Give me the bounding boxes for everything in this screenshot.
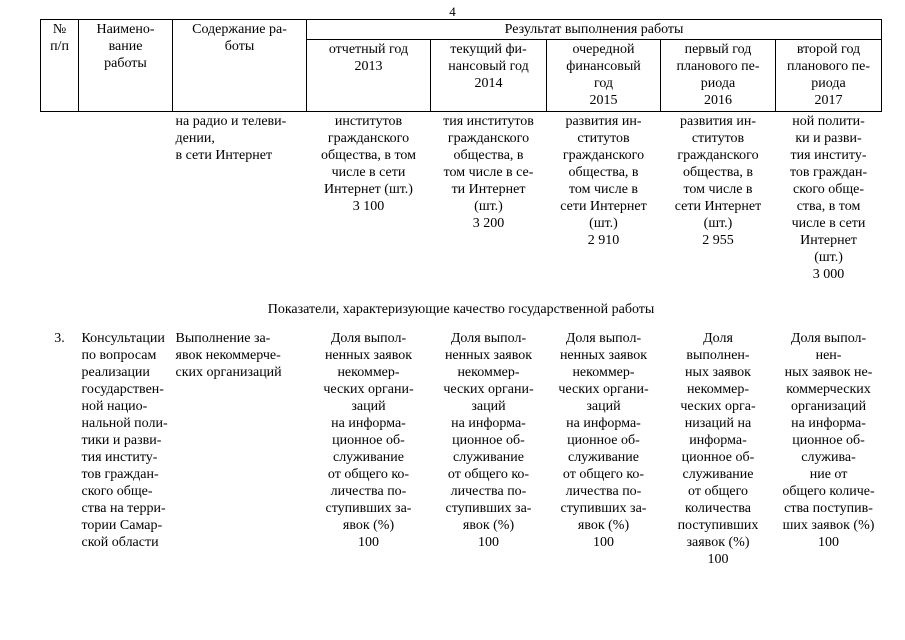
cell-2015: развития ин- ститутов гражданского общес… (560, 114, 647, 248)
table-body: на радио и телеви- дении, в сети Интерне… (41, 112, 882, 569)
cell-name: Консультации по вопросам реализации госу… (81, 330, 168, 550)
cell-2014: тия институтов гражданского общества, в … (443, 114, 534, 231)
cell-num: 3. (54, 330, 65, 346)
header-row-top: № п/п Наимено- вание работы Содержание р… (40, 19, 883, 112)
col-header-content: Содержание ра- боты (172, 19, 307, 112)
col-header-num: № п/п (40, 19, 79, 112)
section-title: Показатели, характеризующие качество гос… (267, 301, 655, 317)
cell-2013: Доля выпол- ненных заявок некоммер- ческ… (323, 330, 414, 550)
table-header: № п/п Наимено- вание работы Содержание р… (40, 19, 883, 112)
cell-2015: Доля выпол- ненных заявок некоммер- ческ… (558, 330, 649, 550)
col-header-year-2014: текущий фи- нансовый год 2014 (430, 39, 547, 112)
cell-2017: Доля выпол- нен- ных заявок не- коммерче… (782, 330, 875, 550)
table-row-continuation: на радио и телеви- дении, в сети Интерне… (41, 112, 882, 286)
col-header-result: Результат выполнения работы (305, 19, 883, 40)
header-row-years: отчетный год 2013 текущий фи- нансовый г… (41, 39, 883, 112)
cell-num-empty (41, 112, 79, 286)
work-results-table: № п/п Наимено- вание работы Содержание р… (40, 19, 883, 569)
cell-2014: Доля выпол- ненных заявок некоммер- ческ… (443, 330, 534, 550)
cell-2016: развития ин- ститутов гражданского общес… (674, 114, 762, 248)
cell-name-empty (79, 112, 173, 286)
col-header-year-2016: первый год планового пе- риода 2016 (660, 39, 776, 112)
cell-2016: Доля выполнен- ных заявок некоммер- ческ… (677, 330, 759, 567)
col-header-year-2013: отчетный год 2013 (306, 39, 431, 112)
cell-2013: институтов гражданского общества, в том … (320, 114, 417, 214)
cell-content: на радио и телеви- дении, в сети Интерне… (175, 114, 287, 163)
col-header-year-2017: второй год планового пе- риода 2017 (774, 39, 883, 112)
section-title-row: Показатели, характеризующие качество гос… (41, 286, 882, 329)
cell-2017: ной полити- ки и разви- тия институ- тов… (789, 114, 868, 282)
cell-content: Выполнение за- явок некоммерче- ских орг… (175, 330, 282, 380)
table-row-3: 3. Консультации по вопросам реализации г… (41, 329, 882, 569)
col-header-name: Наимено- вание работы (78, 19, 173, 112)
col-header-year-2015: очередной финансовый год 2015 (546, 39, 661, 112)
page-number: 4 (449, 4, 456, 19)
